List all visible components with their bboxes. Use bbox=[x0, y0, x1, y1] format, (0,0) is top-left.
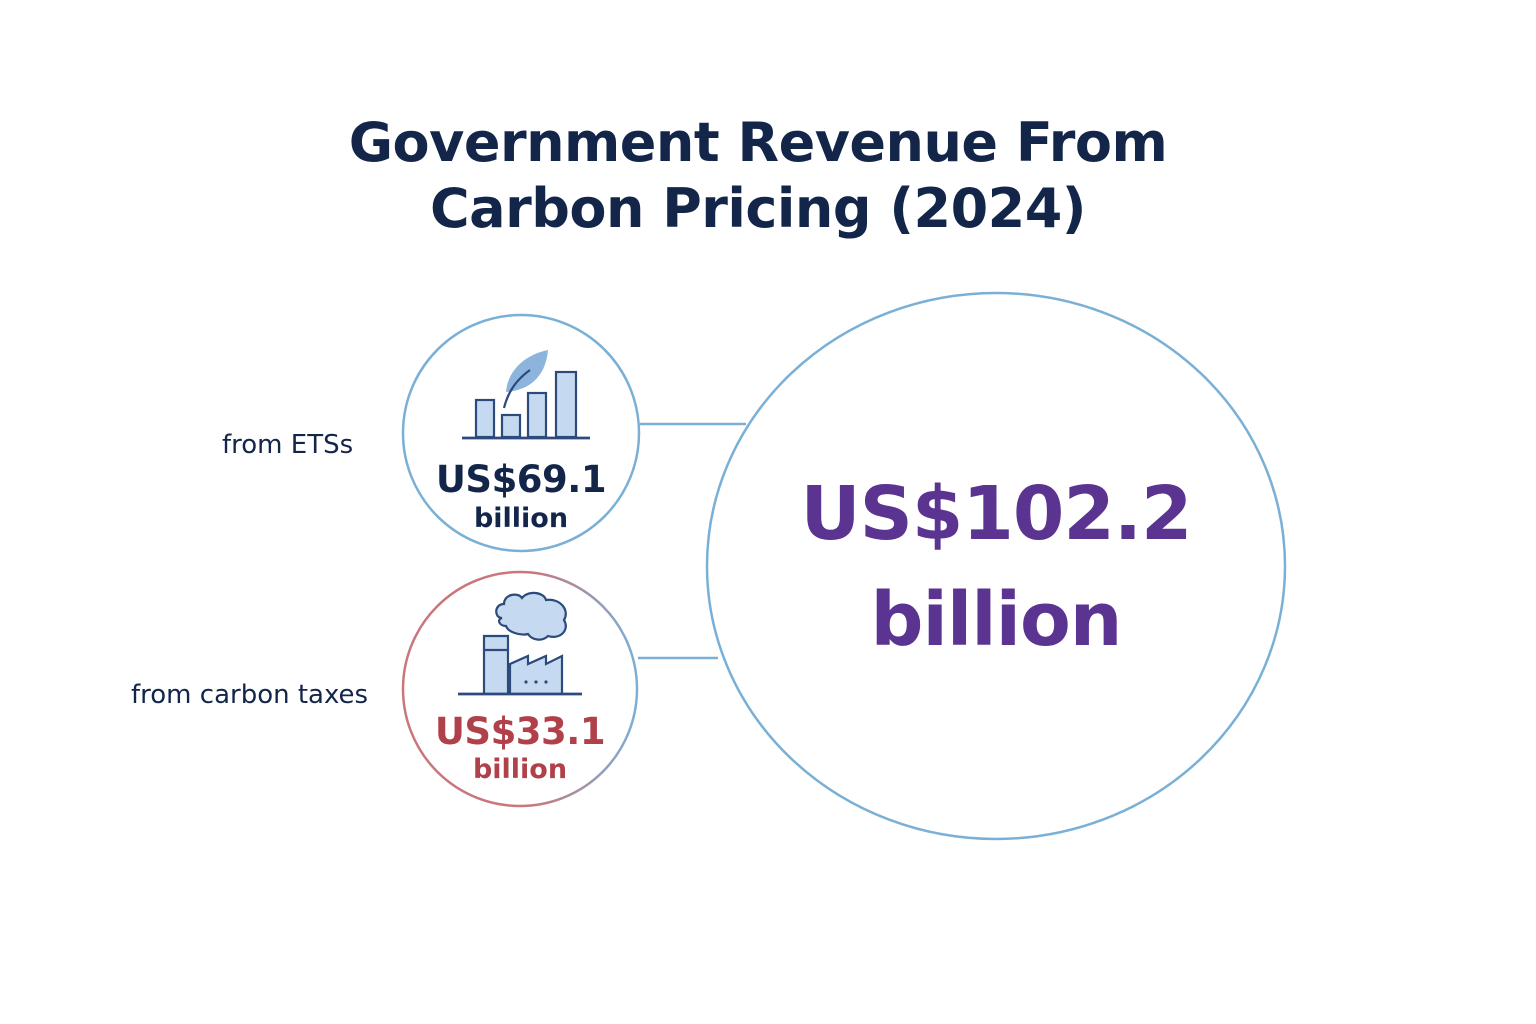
carbon-tax-label: from carbon taxes bbox=[131, 680, 369, 710]
ets-label: from ETSs bbox=[222, 430, 354, 460]
total-amount: US$102.2 bbox=[800, 471, 1193, 557]
total-circle bbox=[705, 291, 1287, 841]
page-title: Government Revenue From Carbon Pricing (… bbox=[0, 110, 1516, 242]
factory-smoke-icon bbox=[458, 591, 582, 696]
bar-chart-leaf-icon bbox=[462, 350, 590, 440]
total-unit: billion bbox=[870, 577, 1123, 663]
ets-unit: billion bbox=[473, 503, 569, 534]
carbon-tax-unit: billion bbox=[472, 754, 568, 785]
title-line-2: Carbon Pricing (2024) bbox=[430, 177, 1086, 240]
carbon-tax-amount: US$33.1 bbox=[434, 710, 606, 753]
ets-amount: US$69.1 bbox=[435, 458, 607, 501]
title-line-1: Government Revenue From bbox=[348, 111, 1168, 174]
